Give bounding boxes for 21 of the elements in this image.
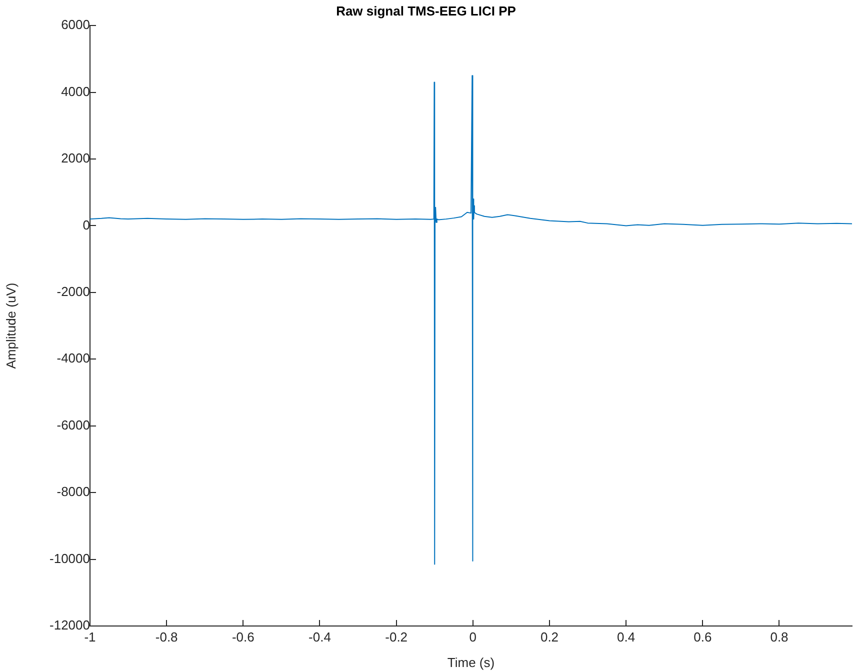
x-tick-label: 0.8	[770, 629, 788, 644]
x-tick-label: -0.4	[308, 629, 331, 644]
x-tick-label: -0.2	[385, 629, 408, 644]
y-tick-label: 0	[82, 217, 90, 232]
y-tick-label: -4000	[56, 350, 90, 366]
x-tick-label: -0.6	[232, 629, 254, 644]
y-tick-label: 2000	[61, 150, 90, 166]
y-tick-label: 4000	[61, 84, 90, 99]
x-tick-label: 0.2	[540, 629, 559, 644]
y-axis-title: Amplitude (uV)	[3, 282, 18, 369]
x-tick-label: 0.6	[694, 629, 712, 644]
x-tick-label: 0	[469, 629, 477, 644]
y-tick-label: 6000	[61, 17, 90, 32]
y-tick-label: -8000	[56, 484, 90, 500]
chart-title: Raw signal TMS-EEG LICI PP	[336, 3, 516, 18]
x-axis-title: Time (s)	[447, 654, 495, 670]
y-tick-label: -10000	[50, 550, 90, 566]
x-tick-label: -0.8	[155, 629, 178, 644]
y-tick-label: -2000	[56, 284, 90, 300]
x-tick-label: 0.4	[617, 629, 636, 644]
y-tick-label: -6000	[56, 417, 90, 432]
